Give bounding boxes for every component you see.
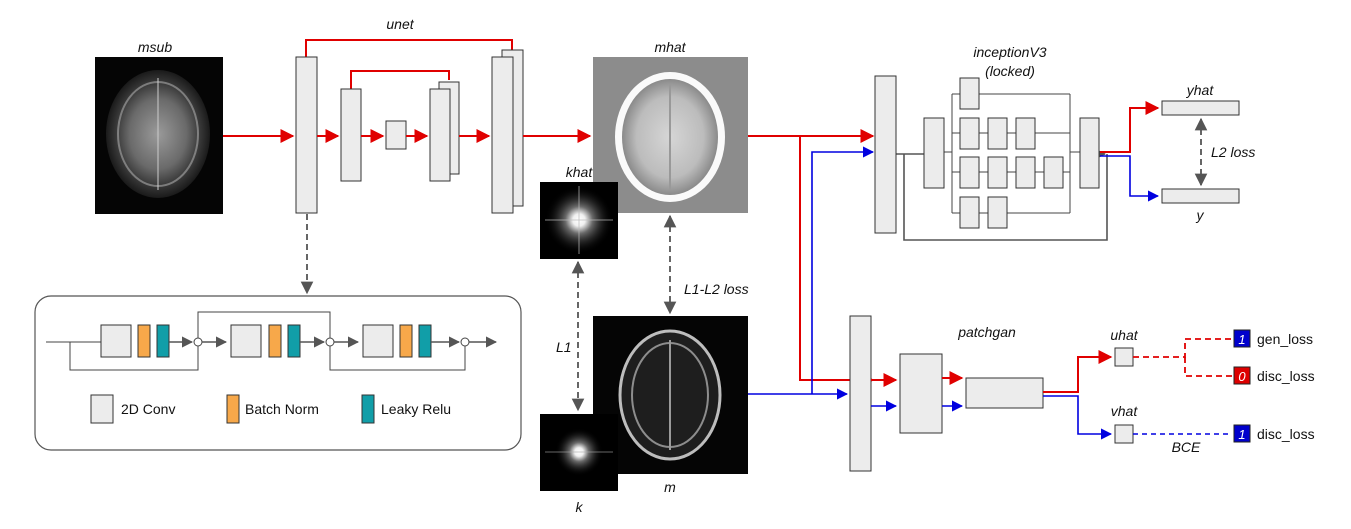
patchgan-input-block [849,315,872,472]
m-image [593,316,748,474]
inception-branch-3b [987,156,1008,189]
unet-bottleneck-block [385,120,407,150]
legend-text-leaky-relu: Leaky Relu [381,401,451,417]
bce-label: BCE [1172,439,1201,455]
inception-branch-3a [959,156,980,189]
inception-stem-block [923,117,945,189]
gen-loss-label: gen_loss [1257,331,1313,347]
unet-encoder-block-2 [340,88,362,182]
y-vector [1161,188,1240,204]
unet-encoder-block-1 [295,56,318,214]
l1-loss-label: L1 [556,339,572,355]
l2-loss-label: L2 loss [1211,144,1255,160]
mhat-image [593,57,748,213]
mhat-label: mhat [654,39,686,55]
legend-block-relu-3 [418,324,432,358]
khat-label: khat [566,164,594,180]
legend-block-conv-3 [362,324,394,358]
legend-swatch-leaky-relu [361,394,375,424]
unet-decoder-block-2 [429,88,451,182]
gen-loss-target-badge [1233,329,1251,348]
msub-image [95,57,223,214]
disc-loss-fake-label: disc_loss [1257,368,1315,384]
legend-block-relu-2 [287,324,301,358]
uhat-node [1114,347,1134,367]
patchgan-conv-block [899,353,943,434]
legend-swatch-batch-norm [226,394,240,424]
m-label: m [664,479,676,495]
yhat-label: yhat [1186,82,1215,98]
inception-branch-2a [959,117,980,150]
uhat-label: uhat [1110,327,1138,343]
legend-swatch-conv [90,394,114,424]
unet-decoder-block-1 [491,56,514,214]
legend-add-node-1 [193,337,203,347]
residual-block-legend-panel: 2D Conv Batch Norm Leaky Relu [34,295,522,451]
legend-text-batch-norm: Batch Norm [245,401,319,417]
inception-label-line2: (locked) [985,63,1035,79]
inception-branch-4b [987,196,1008,229]
inception-concat-block [1079,117,1100,189]
y-label: y [1196,207,1205,223]
inception-input-block [874,75,897,234]
k-label: k [576,499,584,515]
legend-block-conv-1 [100,324,132,358]
disc-loss-real-value: 1 [1238,427,1245,442]
gen-loss-target-value: 1 [1238,332,1245,347]
inception-branch-3d [1043,156,1064,189]
inception-branch-3c [1015,156,1036,189]
legend-block-relu-1 [156,324,170,358]
patchgan-label: patchgan [957,324,1016,340]
inception-branch-1a [959,77,980,110]
k-image [540,414,618,491]
inception-branch-2c [1015,117,1036,150]
patchgan-output-block [965,377,1044,409]
legend-text-conv: 2D Conv [121,401,175,417]
disc-loss-real-label: disc_loss [1257,426,1315,442]
legend-block-bn-3 [399,324,413,358]
inception-branch-4a [959,196,980,229]
unet-label: unet [386,16,414,32]
legend-block-bn-2 [268,324,282,358]
legend-block-conv-2 [230,324,262,358]
disc-loss-fake-value: 0 [1238,369,1246,384]
inception-network [874,75,1108,241]
yhat-vector [1161,100,1240,116]
l1-l2-loss-label: L1-L2 loss [684,281,749,297]
disc-loss-fake-badge [1233,366,1251,385]
legend-add-node-3 [460,337,470,347]
inception-label-line1: inceptionV3 [973,44,1046,60]
disc-loss-real-badge [1233,424,1251,443]
vhat-node [1114,424,1134,444]
vhat-label: vhat [1111,403,1139,419]
msub-label: msub [138,39,172,55]
khat-image [540,182,618,259]
inception-branch-2b [987,117,1008,150]
legend-add-node-2 [325,337,335,347]
legend-block-bn-1 [137,324,151,358]
